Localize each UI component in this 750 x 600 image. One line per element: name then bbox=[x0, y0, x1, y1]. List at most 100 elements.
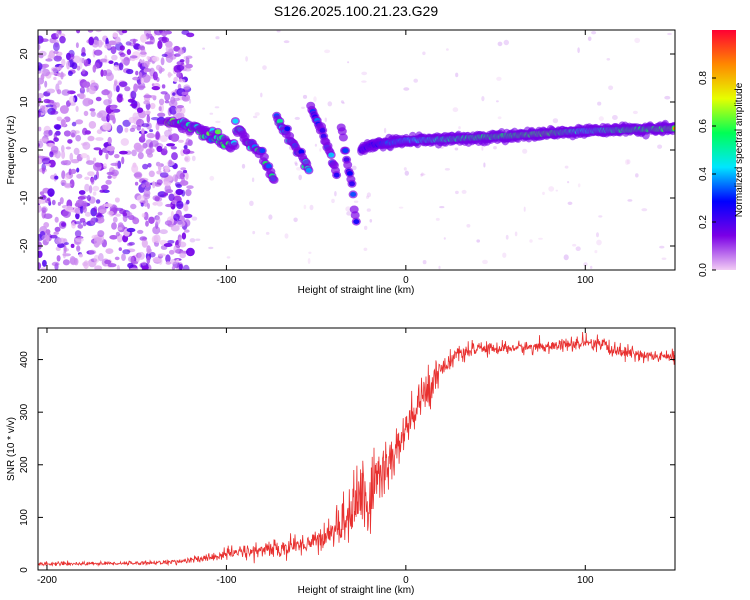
heatmap-cell bbox=[162, 37, 170, 43]
heatmap-cell bbox=[74, 230, 82, 238]
heatmap-cell bbox=[657, 144, 663, 149]
heatmap-cell bbox=[483, 162, 486, 168]
heatmap-cell bbox=[398, 206, 404, 209]
heatmap-cell bbox=[76, 30, 81, 34]
heatmap-cell bbox=[41, 166, 46, 175]
heatmap-cell bbox=[350, 211, 360, 220]
heatmap-cell bbox=[106, 145, 115, 152]
heatmap-cell bbox=[420, 173, 426, 176]
heatmap-cell bbox=[165, 261, 172, 265]
snr-x-tick-label: 100 bbox=[577, 575, 594, 586]
heatmap-cell bbox=[47, 188, 55, 197]
heatmap-cell bbox=[563, 254, 569, 261]
heatmap-cell bbox=[157, 191, 167, 198]
heatmap-cell bbox=[116, 124, 124, 134]
heatmap-cell bbox=[97, 39, 103, 48]
heatmap-cell bbox=[111, 54, 118, 61]
colorbar-tick-label: 0.4 bbox=[698, 167, 709, 181]
heatmap-cell bbox=[548, 186, 555, 192]
colorbar-ticks: 0.0 0.2 0.4 0.6 0.8 bbox=[698, 71, 716, 277]
heatmap-cell bbox=[75, 105, 79, 112]
heatmap-cell bbox=[145, 220, 149, 227]
heatmap-cell bbox=[117, 227, 123, 231]
heatmap-cell bbox=[114, 36, 121, 44]
heatmap-cell bbox=[170, 259, 178, 265]
heatmap-cell bbox=[164, 100, 170, 104]
heatmap-cell bbox=[111, 222, 117, 230]
heatmap-cell bbox=[259, 152, 269, 161]
heatmap-cell bbox=[131, 149, 137, 157]
heatmap-cell bbox=[85, 160, 95, 166]
heatmap-cell bbox=[454, 147, 459, 151]
heatmap-cell bbox=[152, 71, 158, 81]
heatmap-cell bbox=[131, 260, 139, 265]
heatmap-cell bbox=[128, 256, 135, 263]
heatmap-cell bbox=[137, 61, 141, 68]
heatmap-cell bbox=[84, 176, 90, 180]
heatmap-cell bbox=[632, 110, 638, 115]
heatmap-cell bbox=[119, 45, 125, 51]
heatmap-cell bbox=[103, 89, 109, 93]
heatmap-cell bbox=[82, 221, 87, 227]
heatmap-cell bbox=[49, 151, 54, 158]
heatmap-cell bbox=[59, 64, 63, 70]
heatmap-cell bbox=[75, 237, 84, 243]
heatmap-cell bbox=[146, 132, 156, 139]
snr-y-ticks: 0 100 200 300 400 bbox=[19, 351, 675, 573]
heatmap-cell bbox=[529, 239, 533, 243]
heatmap-cell bbox=[78, 253, 84, 258]
heatmap-cell bbox=[141, 123, 150, 128]
heatmap-cell bbox=[151, 86, 160, 91]
heatmap-cell bbox=[122, 249, 131, 255]
heatmap-cell bbox=[140, 202, 144, 207]
heatmap-cell bbox=[54, 226, 61, 232]
heatmap-cell bbox=[84, 211, 91, 217]
heatmap-cell bbox=[160, 91, 168, 95]
heatmap-cell bbox=[84, 183, 90, 192]
spectrogram-x-ticks: -200 -100 0 100 bbox=[37, 30, 594, 286]
heatmap-cell bbox=[69, 53, 75, 60]
heatmap-cell bbox=[88, 185, 93, 194]
heatmap-cell bbox=[627, 199, 633, 202]
heatmap-cell bbox=[121, 59, 125, 65]
heatmap-cell bbox=[153, 234, 161, 244]
heatmap-cell bbox=[167, 128, 173, 132]
heatmap-cell bbox=[158, 106, 162, 112]
heatmap-cell bbox=[157, 112, 166, 118]
heatmap-cell bbox=[303, 204, 307, 210]
heatmap-cell bbox=[178, 236, 182, 245]
heatmap-cell bbox=[88, 36, 94, 46]
heatmap-cell bbox=[606, 58, 611, 61]
heatmap-cell bbox=[61, 222, 66, 227]
heatmap-cell bbox=[165, 254, 171, 263]
heatmap-cell bbox=[118, 62, 124, 71]
heatmap-cell bbox=[552, 118, 559, 124]
heatmap-cell bbox=[497, 116, 502, 120]
heatmap-cell bbox=[173, 97, 181, 102]
heatmap-cell bbox=[120, 138, 129, 146]
heatmap-cell bbox=[542, 191, 545, 195]
heatmap-cell bbox=[147, 163, 152, 168]
heatmap-cell bbox=[54, 175, 59, 180]
heatmap-cell bbox=[93, 206, 98, 212]
heatmap-cell bbox=[667, 32, 672, 36]
heatmap-cell bbox=[82, 205, 88, 213]
heatmap-cell bbox=[327, 101, 333, 107]
heatmap-cell bbox=[128, 241, 135, 246]
heatmap-cell bbox=[78, 190, 86, 195]
heatmap-cell bbox=[59, 36, 66, 44]
heatmap-cell bbox=[305, 167, 312, 173]
heatmap-cell bbox=[294, 161, 298, 165]
heatmap-cell bbox=[48, 143, 55, 147]
heatmap-cell bbox=[186, 32, 195, 38]
spectrogram-y-tick-label: -20 bbox=[19, 238, 30, 253]
heatmap-cell bbox=[67, 70, 73, 76]
heatmap-cell bbox=[145, 148, 153, 155]
heatmap-cell bbox=[564, 165, 569, 169]
heatmap-cell bbox=[116, 30, 121, 33]
heatmap-cell bbox=[672, 126, 675, 130]
heatmap-cell bbox=[612, 115, 618, 120]
heatmap-cell bbox=[455, 190, 459, 195]
heatmap-cell bbox=[319, 148, 322, 152]
